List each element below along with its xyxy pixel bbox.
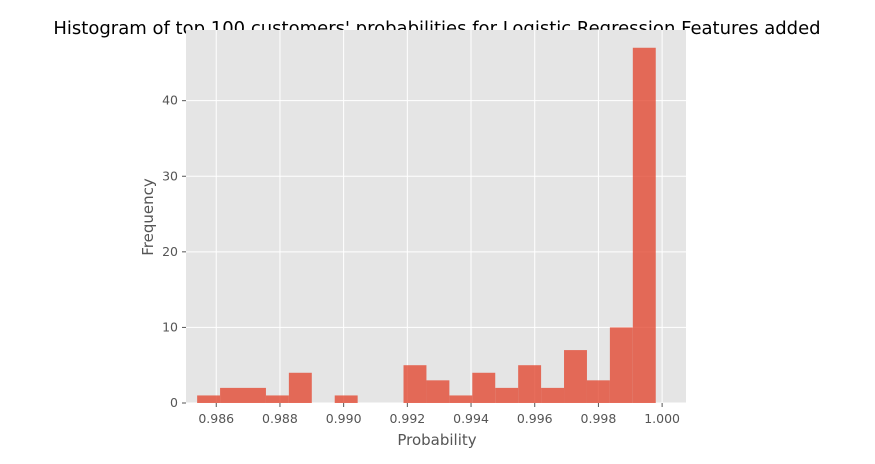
y-tick-label: 0 [170,395,178,410]
histogram-bar [495,387,519,403]
histogram-bar [518,365,542,403]
y-tick-label: 40 [162,93,178,108]
histogram-bar [426,380,450,403]
histogram-bar [586,380,610,403]
x-tick-label: 0.988 [262,411,298,426]
x-axis-label: Probability [397,431,476,449]
y-tick-label: 30 [162,168,178,183]
histogram-bar [632,47,656,404]
histogram-bar [564,350,587,403]
histogram-bar [220,387,244,403]
histogram-bar [243,387,266,403]
histogram-bar [472,372,496,403]
y-tick-label: 20 [162,244,178,259]
histogram-bar [334,395,358,403]
plot-area [186,30,686,403]
histogram-bar [197,395,221,403]
y-axis-label: Frequency [139,178,157,256]
histogram-bar [449,395,473,403]
histogram-bar [265,395,289,403]
y-tick-label: 10 [162,319,178,334]
x-axis-ticks: 0.986 0.988 0.990 0.992 0.994 0.996 0.998 1.000 [198,403,680,426]
histogram-bar [403,365,427,403]
x-tick-label: 0.994 [453,411,489,426]
x-tick-label: 0.986 [198,411,234,426]
histogram-bar [288,372,312,403]
x-tick-label: 0.998 [581,411,617,426]
x-tick-label: 0.996 [517,411,553,426]
x-tick-label: 0.990 [326,411,362,426]
histogram-bars [197,47,656,404]
x-tick-label: 1.000 [644,411,680,426]
histogram-bar [609,327,633,403]
y-axis-ticks: 0 10 20 30 40 [162,93,186,410]
histogram-bar [541,387,565,403]
x-tick-label: 0.992 [389,411,425,426]
